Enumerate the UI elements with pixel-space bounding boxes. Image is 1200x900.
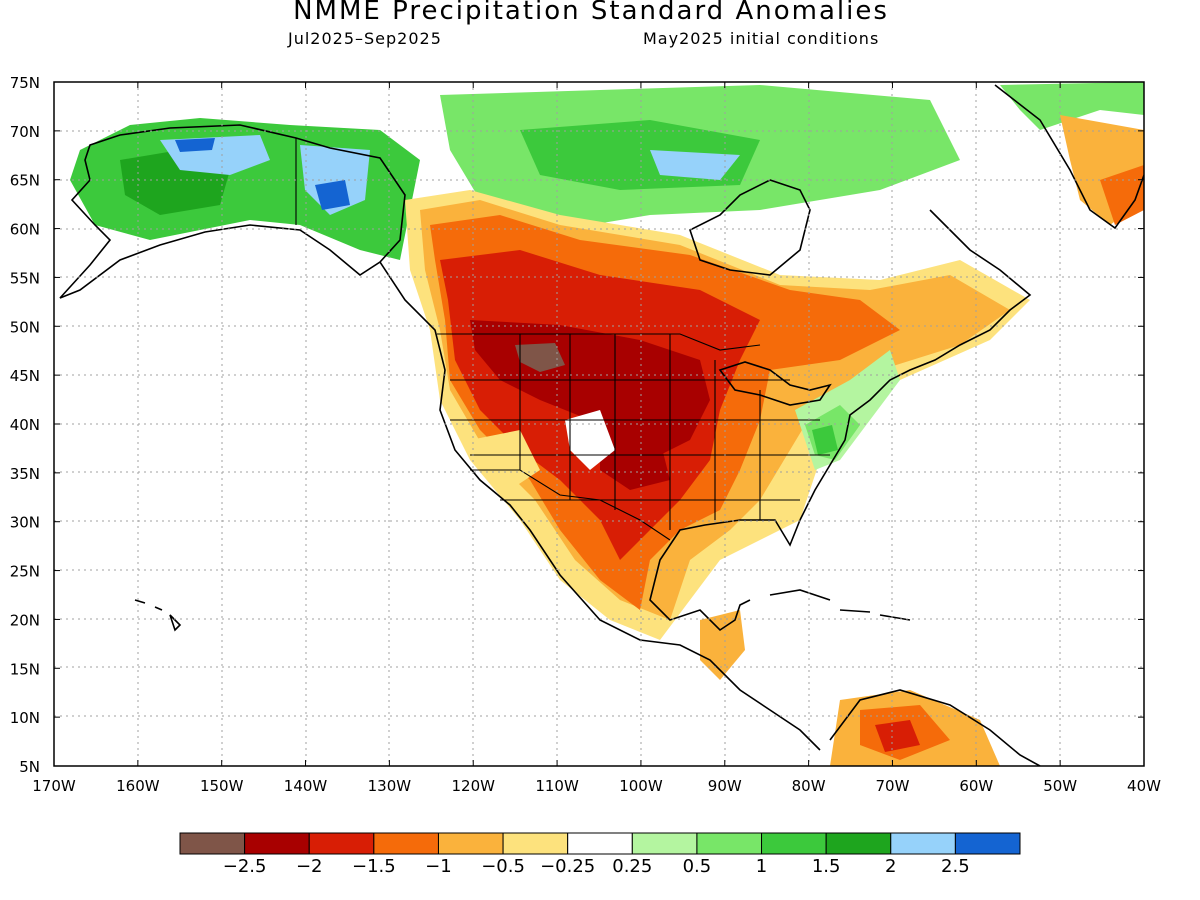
lat-tick-label: 50N bbox=[10, 318, 40, 336]
colorbar-swatch bbox=[244, 832, 310, 855]
lat-tick-label: 65N bbox=[10, 172, 40, 190]
lat-tick-label: 70N bbox=[10, 123, 40, 141]
lat-tick-label: 30N bbox=[10, 514, 40, 532]
colorbar-swatch bbox=[954, 832, 1021, 855]
lat-tick-label: 10N bbox=[10, 709, 40, 727]
colorbar-swatch bbox=[502, 832, 569, 855]
political-boundaries bbox=[295, 138, 830, 541]
anomaly-field bbox=[70, 82, 1144, 766]
yukon-very-wet bbox=[300, 145, 370, 215]
colorbar bbox=[179, 832, 1021, 855]
lon-tick-label: 40W bbox=[1127, 777, 1161, 795]
colorbar-label: −0.5 bbox=[481, 856, 525, 877]
dry-core-kansas bbox=[600, 430, 670, 490]
colorbar-label: −0.25 bbox=[540, 856, 596, 877]
us-canada-border bbox=[437, 333, 761, 351]
graticule bbox=[54, 82, 1144, 766]
greenland-wet bbox=[1000, 82, 1144, 130]
hudson-bay bbox=[689, 179, 811, 276]
colorbar-label: 0.25 bbox=[612, 856, 653, 877]
colorbar-label: −1 bbox=[425, 856, 452, 877]
lat-tick-label: 60N bbox=[10, 221, 40, 239]
colorbar-swatch bbox=[825, 832, 892, 855]
chart-title: NMME Precipitation Standard Anomalies bbox=[293, 0, 889, 26]
lon-tick-label: 100W bbox=[619, 777, 663, 795]
great-lakes bbox=[718, 361, 832, 406]
colorbar-swatch bbox=[373, 832, 439, 855]
lat-tick-label: 25N bbox=[10, 563, 40, 581]
colorbar-swatch bbox=[179, 832, 246, 855]
lon-tick-label: 170W bbox=[32, 777, 76, 795]
coastlines bbox=[59, 84, 1144, 766]
lon-tick-label: 50W bbox=[1043, 777, 1077, 795]
colorbar-label: −2.5 bbox=[222, 856, 267, 877]
gulf-coast bbox=[649, 519, 801, 632]
colorbar-label: −1.5 bbox=[351, 856, 396, 877]
lon-tick-label: 110W bbox=[535, 777, 579, 795]
colorbar-label: 1.5 bbox=[811, 856, 841, 877]
colorbar-swatch bbox=[631, 832, 698, 855]
forecast-period: Jul2025–Sep2025 bbox=[288, 29, 442, 48]
lat-tick-label: 55N bbox=[10, 269, 40, 287]
lat-tick-label: 20N bbox=[10, 611, 40, 629]
appalachian-wet bbox=[812, 425, 838, 455]
lon-tick-label: 90W bbox=[708, 777, 742, 795]
colorbar-swatch bbox=[890, 832, 956, 855]
south-america-coast bbox=[829, 689, 1041, 766]
lat-tick-label: 35N bbox=[10, 465, 40, 483]
lon-tick-label: 140W bbox=[284, 777, 328, 795]
yukon-extreme-wet bbox=[315, 180, 350, 210]
great-basin-light bbox=[470, 430, 540, 490]
atlantic-coast bbox=[799, 209, 1032, 521]
latitude-axis: 75N 70N 65N 60N 55N 50N 45N 40N 35N 30N 25N 20N 15N 1… bbox=[10, 74, 1144, 776]
colorbar-label: −2 bbox=[295, 856, 323, 877]
initial-conditions: May2025 initial conditions bbox=[643, 29, 880, 48]
lat-tick-label: 45N bbox=[10, 367, 40, 385]
south-america-severe-dry bbox=[875, 720, 920, 752]
alaska-extreme-wet bbox=[175, 138, 215, 152]
state-lines bbox=[450, 334, 830, 530]
colorbar-swatch bbox=[567, 832, 633, 855]
colorbar-swatch bbox=[308, 832, 375, 855]
greenland-coast bbox=[994, 84, 1144, 230]
lat-tick-label: 5N bbox=[19, 758, 40, 776]
lat-tick-label: 15N bbox=[10, 660, 40, 678]
us-mexico-border bbox=[470, 469, 671, 541]
pacific-coast bbox=[379, 261, 821, 751]
dry-core-montana bbox=[515, 343, 565, 372]
lon-tick-label: 150W bbox=[200, 777, 244, 795]
colorbar-label: 0.5 bbox=[682, 856, 712, 877]
lon-tick-label: 60W bbox=[959, 777, 993, 795]
colorbar-swatch bbox=[761, 832, 827, 855]
colorbar-label: 1 bbox=[755, 856, 768, 877]
colorbar-label: 2.5 bbox=[941, 856, 970, 877]
colorbar-swatch bbox=[437, 832, 504, 855]
lon-tick-label: 70W bbox=[876, 777, 910, 795]
arctic-very-wet bbox=[650, 150, 740, 180]
lon-tick-label: 120W bbox=[451, 777, 495, 795]
colorbar-swatch bbox=[696, 832, 763, 855]
hawaii bbox=[134, 599, 182, 632]
lon-tick-label: 130W bbox=[368, 777, 412, 795]
central-america-dry bbox=[700, 610, 745, 680]
lat-tick-label: 40N bbox=[10, 416, 40, 434]
lon-tick-label: 80W bbox=[792, 777, 826, 795]
alaska-coast bbox=[59, 124, 406, 299]
longitude-axis: 170W 160W 150W 140W 130W 120W 110W 100W 90W 80W 70… bbox=[32, 82, 1161, 795]
lat-tick-label: 75N bbox=[10, 74, 40, 92]
caribbean-islands bbox=[769, 589, 911, 621]
colorbar-label: 2 bbox=[885, 856, 897, 877]
lon-tick-label: 160W bbox=[116, 777, 160, 795]
